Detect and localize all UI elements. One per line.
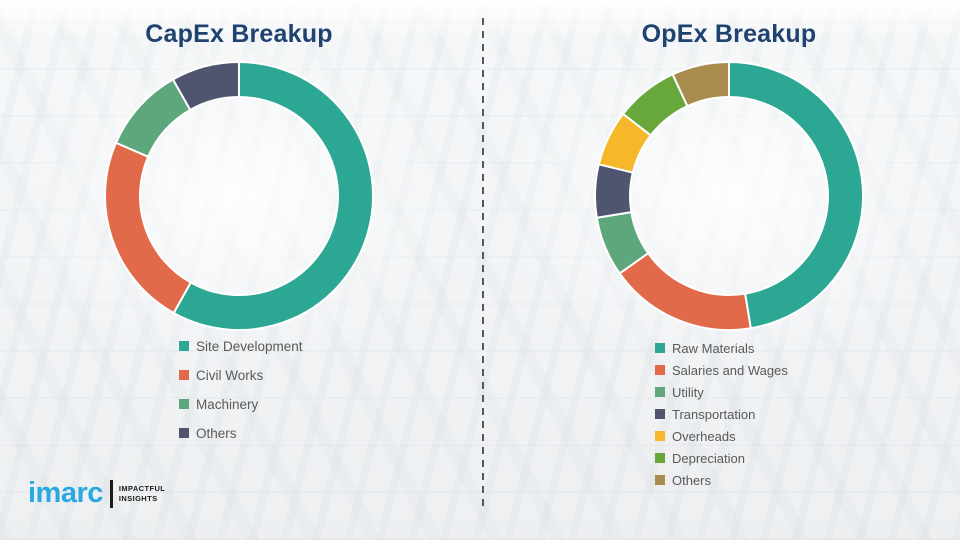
- logo-tagline-line1: IMPACTFUL: [118, 483, 166, 493]
- legend-swatch: [179, 428, 189, 438]
- legend-label: Overheads: [672, 428, 736, 444]
- legend-swatch: [655, 365, 665, 375]
- legend-label: Site Development: [196, 338, 303, 354]
- legend-label: Others: [672, 472, 712, 488]
- legend-label: Raw Materials: [672, 340, 755, 356]
- legend-item: Site Development: [179, 337, 303, 355]
- legend-swatch: [655, 453, 665, 463]
- legend-item: Civil Works: [179, 366, 303, 384]
- legend-label: Civil Works: [196, 367, 264, 383]
- logo-divider-bar: [109, 479, 113, 508]
- legend-item: Transportation: [655, 405, 788, 423]
- logo-tagline: IMPACTFUL INSIGHTS: [119, 484, 165, 504]
- donut-slice-transportation: [594, 163, 635, 219]
- legend-swatch: [655, 409, 665, 419]
- legend-swatch: [655, 475, 665, 485]
- legend-swatch: [179, 341, 189, 351]
- legend-swatch: [655, 387, 665, 397]
- legend-swatch: [179, 399, 189, 409]
- legend-label: Others: [196, 425, 237, 441]
- capex-donut-chart: [104, 60, 374, 331]
- legend-item: Others: [179, 424, 303, 442]
- donut-slice-site-development: [172, 60, 374, 331]
- logo-tagline-line2: INSIGHTS: [118, 493, 158, 503]
- legend-item: Overheads: [655, 427, 788, 445]
- legend-item: Raw Materials: [655, 339, 788, 357]
- opex-donut-chart: [594, 60, 865, 331]
- donut-slice-raw-materials: [728, 60, 865, 330]
- donut-slice-salaries-and-wages: [618, 251, 752, 331]
- section-divider-dashed-line: [482, 18, 484, 512]
- legend-label: Depreciation: [672, 450, 745, 466]
- legend-item: Others: [655, 471, 788, 489]
- legend-swatch: [179, 370, 189, 380]
- donut-slice-others: [171, 60, 240, 112]
- opex-legend: Raw Materials Salaries and Wages Utility Tr…: [655, 339, 788, 493]
- capex-legend: Site Development Civil Works Machinery Othe…: [179, 337, 303, 453]
- opex-chart-title: OpEx Breakup: [641, 20, 817, 48]
- capex-chart-title: CapEx Breakup: [145, 20, 333, 48]
- legend-item: Salaries and Wages: [655, 361, 788, 379]
- legend-swatch: [655, 431, 665, 441]
- legend-item: Machinery: [179, 395, 303, 413]
- legend-swatch: [655, 343, 665, 353]
- legend-label: Utility: [672, 384, 704, 400]
- legend-label: Machinery: [196, 396, 259, 412]
- legend-item: Utility: [655, 383, 788, 401]
- legend-item: Depreciation: [655, 449, 788, 467]
- legend-label: Transportation: [672, 406, 756, 422]
- imarc-logo: imarc IMPACTFUL INSIGHTS: [28, 479, 165, 508]
- imarc-logo-text: imarc: [28, 477, 103, 509]
- legend-label: Salaries and Wages: [672, 362, 788, 378]
- donut-slice-others: [671, 60, 730, 108]
- donut-slice-civil-works: [104, 141, 193, 315]
